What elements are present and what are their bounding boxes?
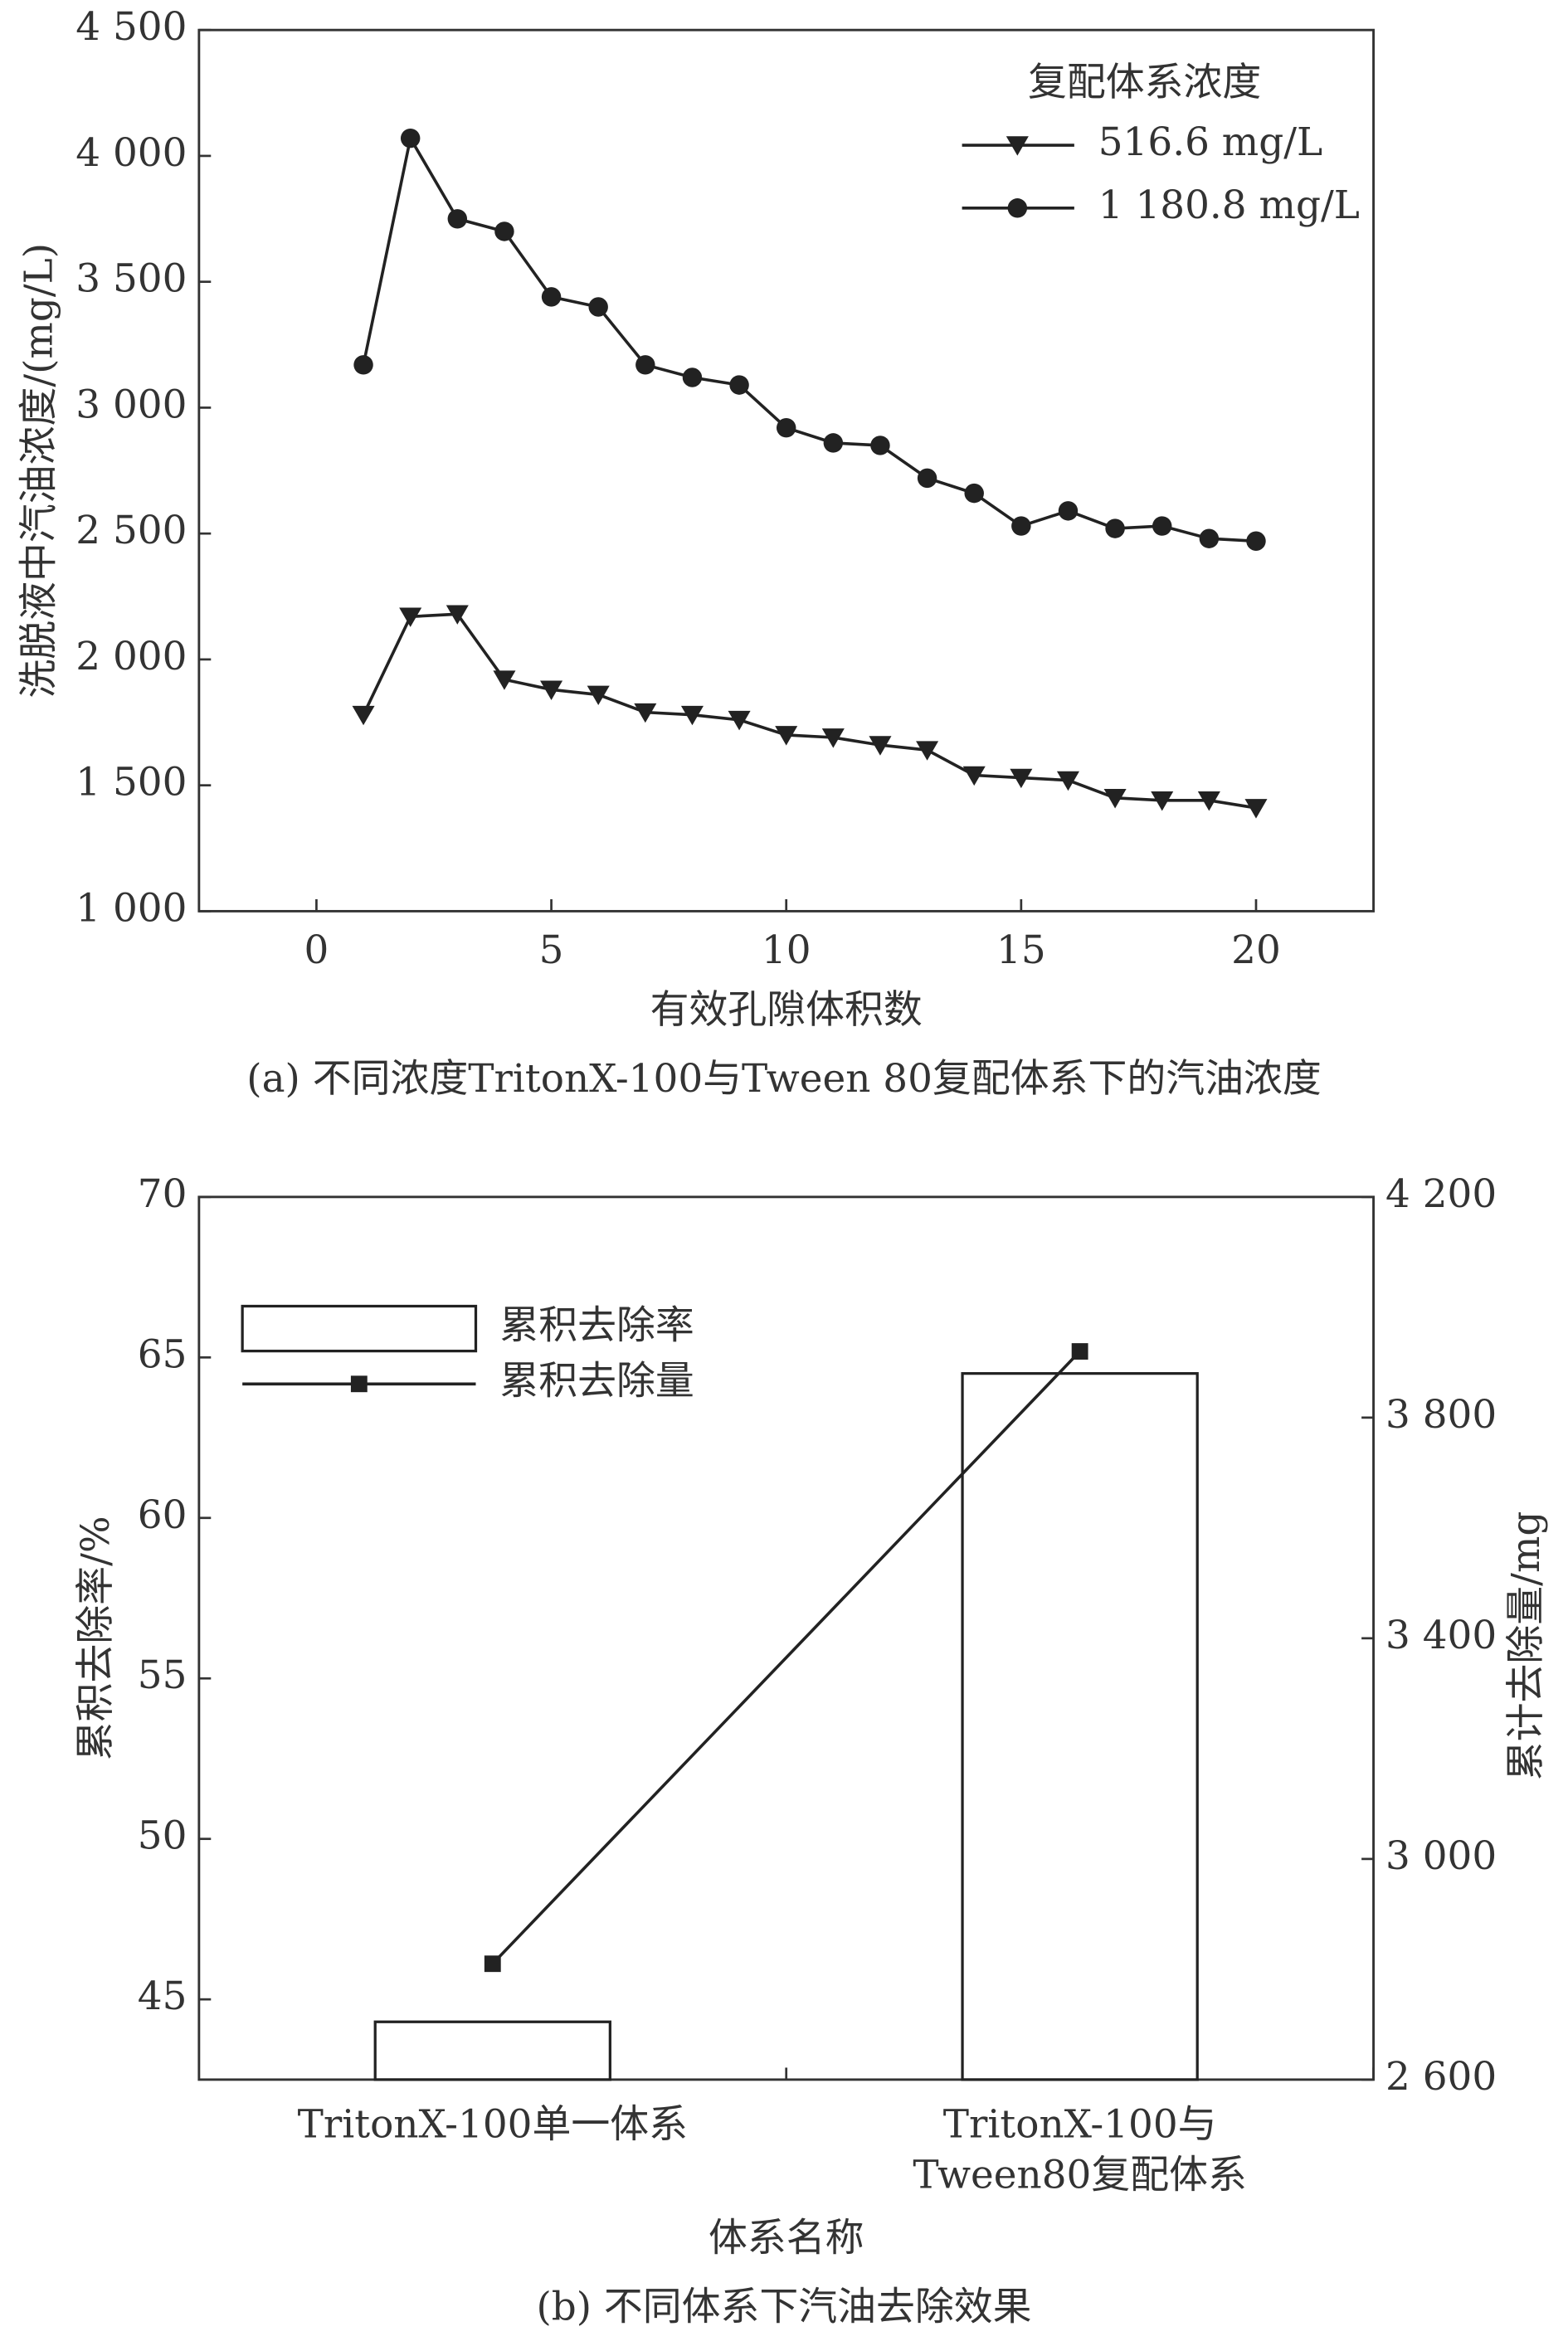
y2-tick-label: 3 800 (1385, 1392, 1497, 1438)
marker (680, 705, 704, 726)
marker (964, 483, 984, 504)
marker (1056, 771, 1079, 791)
x-tick-label: 0 (304, 927, 329, 973)
marker (1058, 501, 1079, 521)
legend-title: 复配体系浓度 (1028, 60, 1261, 105)
marker (484, 1955, 501, 1973)
legend-label: 516.6 mg/L (1098, 119, 1322, 165)
marker (352, 705, 375, 726)
x-axis-label: 有效孔隙体积数 (650, 987, 923, 1033)
marker (775, 726, 798, 746)
marker (1071, 1343, 1088, 1360)
marker (1152, 516, 1172, 536)
marker (917, 468, 937, 489)
legend-swatch (241, 1304, 478, 1353)
y-axis-label: 累积去除率/% (73, 1516, 119, 1761)
marker (588, 297, 608, 317)
data-line (362, 612, 1257, 810)
marker (776, 417, 796, 438)
marker (1246, 531, 1266, 551)
marker (353, 355, 373, 375)
marker (1244, 799, 1268, 819)
y2-tick-label: 4 200 (1385, 1171, 1497, 1217)
x-tick-label: TritonX-100单一体系 (298, 2102, 688, 2148)
marker (541, 287, 562, 307)
marker (916, 741, 939, 761)
marker (493, 670, 516, 690)
marker (729, 375, 749, 395)
y-tick-label: 50 (138, 1813, 187, 1859)
marker (634, 703, 657, 723)
x-tick-label: TritonX-100与 Tween80复配体系 (913, 2102, 1247, 2198)
y-tick-label: 1 500 (75, 760, 187, 806)
marker (1151, 791, 1174, 811)
legend-label: 累积去除量 (499, 1358, 694, 1404)
marker (823, 433, 844, 453)
marker (350, 1375, 368, 1393)
y2-axis-label: 累计去除量/mg (1503, 1511, 1549, 1781)
y2-tick-label: 3 400 (1385, 1613, 1497, 1658)
x-tick-label: 5 (539, 927, 564, 973)
x-tick-label: 10 (762, 927, 811, 973)
y2-tick-label: 2 600 (1385, 2054, 1497, 2100)
y-tick-label: 4 500 (75, 4, 187, 50)
marker (869, 736, 892, 756)
y-axis-label: 洗脱液中汽油浓度/(mg/L) (16, 243, 61, 698)
caption: (b) 不同体系下汽油去除效果 (536, 2285, 1031, 2330)
marker (540, 680, 563, 700)
y-tick-label: 2 500 (75, 508, 187, 553)
marker (1103, 789, 1127, 809)
bar (961, 1372, 1199, 2081)
marker (1105, 518, 1125, 538)
marker (587, 685, 610, 706)
marker (1010, 768, 1033, 789)
y-tick-label: 4 000 (75, 130, 187, 176)
marker (821, 728, 845, 748)
legend-label: 1 180.8 mg/L (1098, 183, 1360, 228)
marker (1007, 198, 1028, 218)
y-tick-label: 3 500 (75, 256, 187, 302)
marker (1011, 516, 1031, 536)
marker (962, 766, 986, 786)
marker (399, 607, 422, 627)
caption: (a) 不同浓度TritonX-100与Tween 80复配体系下的汽油浓度 (246, 1056, 1321, 1102)
y-tick-label: 45 (138, 1974, 187, 2019)
marker (494, 221, 514, 241)
data-line (491, 1350, 1081, 1965)
legend-label: 累积去除率 (499, 1303, 694, 1349)
y-tick-label: 65 (138, 1331, 187, 1377)
marker (446, 605, 469, 625)
marker (1197, 791, 1220, 811)
y-tick-label: 55 (138, 1652, 187, 1698)
marker (870, 436, 890, 455)
marker (1199, 528, 1220, 548)
marker (635, 355, 655, 375)
marker (447, 209, 468, 229)
marker (1006, 136, 1029, 156)
x-tick-label: 20 (1231, 927, 1281, 973)
marker (682, 367, 703, 387)
y-tick-label: 70 (138, 1171, 187, 1217)
bar (373, 2020, 611, 2081)
y-tick-label: 2 000 (75, 634, 187, 679)
x-tick-label: 15 (996, 927, 1046, 973)
y-tick-label: 1 000 (75, 885, 187, 931)
y-tick-label: 60 (138, 1492, 187, 1538)
marker (400, 128, 421, 148)
marker (728, 710, 751, 731)
y-tick-label: 3 000 (75, 382, 187, 427)
y2-tick-label: 3 000 (1385, 1833, 1497, 1879)
x-axis-label: 体系名称 (709, 2216, 864, 2261)
